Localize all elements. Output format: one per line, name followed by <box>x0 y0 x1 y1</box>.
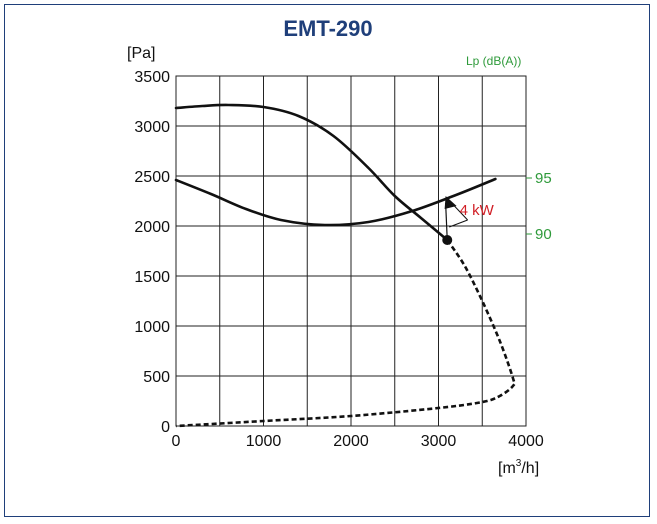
sound-level-tick-label: 95 <box>535 170 552 187</box>
y-tick-label: 2500 <box>134 169 170 186</box>
chart-curves <box>174 103 516 428</box>
sound-level-axis-label: Lp (dB(A)) <box>466 54 521 68</box>
operating-point-group: 4 kW <box>442 196 495 245</box>
y-axis-label: [Pa] <box>127 45 155 62</box>
sound-level-tick-label: 90 <box>535 226 552 243</box>
series-line-1 <box>175 239 516 428</box>
y-tick-label: 3000 <box>134 119 170 136</box>
series-line-0 <box>174 103 449 242</box>
sound-level-tick-labels: 95 90 <box>526 170 552 243</box>
y-tick-label: 0 <box>161 419 170 436</box>
y-tick-label: 1000 <box>134 319 170 336</box>
x-tick-label: 0 <box>172 433 181 450</box>
y-tick-labels: 0 500 1000 1500 2000 2500 3000 3500 <box>134 69 170 436</box>
x-axis-label: [m3/h] <box>498 458 539 477</box>
x-tick-label: 1000 <box>246 433 282 450</box>
annotation-leader-line <box>445 202 448 241</box>
y-tick-label: 1500 <box>134 269 170 286</box>
y-tick-label: 2000 <box>134 219 170 236</box>
y-tick-label: 3500 <box>134 69 170 86</box>
x-tick-label: 4000 <box>508 433 544 450</box>
chart-frame <box>4 4 650 517</box>
operating-point-marker <box>442 235 453 245</box>
x-tick-label: 3000 <box>421 433 457 450</box>
y-tick-label: 500 <box>143 369 170 386</box>
series-line-2 <box>174 177 497 227</box>
annotation-bracket-line <box>449 219 468 228</box>
chart-grid <box>175 75 527 427</box>
x-tick-labels: 0 1000 2000 3000 4000 <box>172 433 544 450</box>
x-tick-label: 2000 <box>333 433 369 450</box>
power-annotation-label: 4 kW <box>460 202 495 219</box>
annotation-bracket-line <box>450 201 468 221</box>
chart-title: EMT-290 <box>283 16 372 41</box>
